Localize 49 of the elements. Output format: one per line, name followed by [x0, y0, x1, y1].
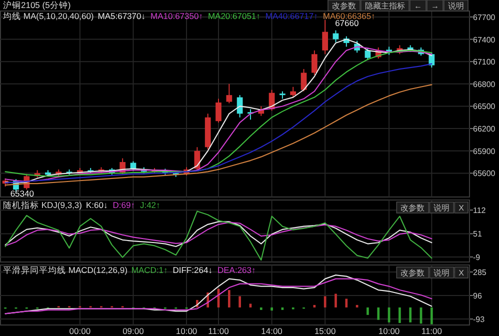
chart-subtitle: 随机指标 KDJ(9,3,3)	[3, 200, 82, 210]
x-tick-label: 09:00	[122, 326, 144, 336]
text: MACD:1↑	[131, 265, 168, 275]
text: X	[458, 268, 465, 278]
chart-subtitle: 均线 MA(5,10,20,40,60)	[2, 11, 94, 21]
y-tick-label: 112	[473, 206, 486, 216]
y-tick-label: 65600	[473, 169, 496, 178]
text: 说明	[448, 2, 464, 10]
text: ←	[414, 2, 422, 10]
text: MA10:67350↑	[150, 11, 203, 21]
x-tick-label: 10:00	[176, 326, 198, 336]
text: →	[431, 2, 439, 10]
text: J:42↑	[140, 200, 160, 210]
text: D:69↑	[112, 200, 135, 210]
text: MA20:67051↑	[208, 11, 260, 21]
annotation: 改参数	[400, 268, 425, 278]
y-tick-label: -9	[473, 252, 481, 262]
series-label: DIFF:264↓	[172, 265, 212, 275]
y-tick-label: 65900	[473, 146, 496, 156]
y-tick-label: 51	[473, 230, 482, 239]
annotation: 改参数	[400, 204, 425, 212]
text: MA40:66717↑	[265, 11, 318, 21]
chart-title: 沪铜2105 (5分钟)	[3, 0, 71, 10]
y-tick-label: 96	[473, 292, 482, 300]
y-tick-label: 285	[473, 268, 487, 277]
text: K:60↓	[86, 200, 108, 210]
text: X	[458, 204, 465, 212]
series-label: DEA:263↑	[217, 265, 256, 275]
y-tick-label: 67100	[473, 58, 496, 67]
annotation: 65340	[10, 188, 34, 199]
x-tick-label: 10:00	[378, 326, 400, 336]
text: MA5:67370↓	[98, 11, 146, 21]
chart-subtitle: 平滑异同平均线 MACD(12,26,9)	[3, 265, 128, 275]
x-tick-label: 11:00	[208, 326, 230, 336]
y-tick-label: 66200	[473, 124, 496, 134]
text: 隐藏主指标	[365, 2, 405, 10]
y-tick-label: -93	[473, 315, 486, 324]
x-tick-label: 00:00	[69, 326, 91, 336]
y-tick-label: 66500	[473, 102, 496, 112]
annotation: 说明	[434, 268, 450, 278]
x-tick-label: 11:00	[421, 326, 442, 336]
text: MA60:66365↑	[322, 11, 376, 21]
annotation: 说明	[434, 204, 450, 212]
x-tick-label: 14:00	[261, 326, 283, 336]
y-tick-label: 66800	[473, 80, 496, 89]
text: 改参数	[332, 2, 356, 10]
x-tick-label: 15:00	[314, 326, 336, 336]
y-tick-label: 67400	[473, 35, 496, 44]
y-tick-label: 67700	[473, 12, 496, 22]
